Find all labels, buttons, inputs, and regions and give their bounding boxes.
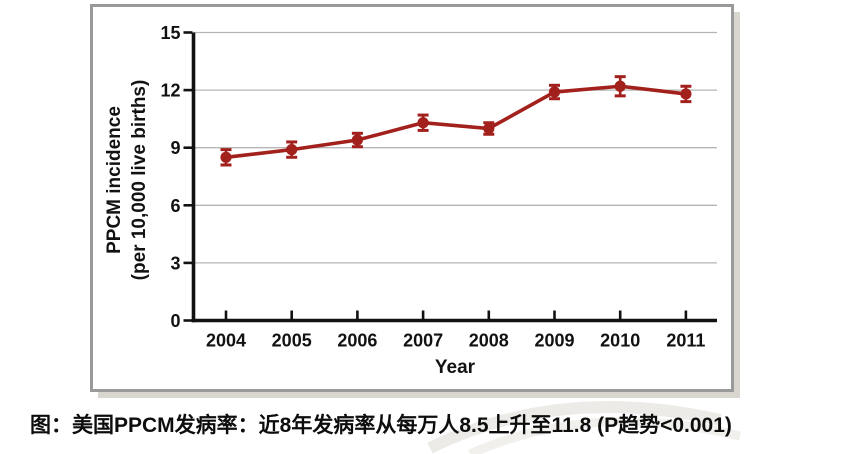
- figure-caption: 图：美国PPCM发病率：近8年发病率从每万人8.5上升至11.8 (P趋势<0.…: [30, 414, 732, 437]
- svg-text:2006: 2006: [337, 331, 377, 351]
- svg-text:2005: 2005: [272, 331, 312, 351]
- svg-text:0: 0: [170, 311, 180, 331]
- svg-text:2011: 2011: [666, 331, 705, 351]
- gridlines: [193, 31, 717, 264]
- svg-text:12: 12: [160, 81, 180, 101]
- svg-text:3: 3: [170, 253, 180, 273]
- chart-panel: 0 3 6 9 12 15 2004 2005 2006 2007 2008 2009 2010 2011…: [90, 4, 734, 392]
- svg-text:2009: 2009: [534, 331, 574, 351]
- y-axis-title-line2: (per 10,000 live births): [129, 80, 150, 281]
- x-axis-title: Year: [435, 357, 476, 378]
- svg-text:9: 9: [170, 138, 180, 158]
- svg-text:2007: 2007: [403, 331, 443, 351]
- ppcm-incidence-chart: 0 3 6 9 12 15 2004 2005 2006 2007 2008 2009 2010 2011…: [104, 23, 717, 378]
- svg-text:2008: 2008: [469, 331, 509, 351]
- svg-text:6: 6: [170, 196, 180, 216]
- svg-text:2004: 2004: [206, 331, 246, 351]
- svg-text:2010: 2010: [600, 331, 640, 351]
- ppcm-series: [220, 75, 692, 167]
- axes: 0 3 6 9 12 15 2004 2005 2006 2007 2008 2009 2010 2011: [160, 23, 717, 351]
- y-axis-title-line1: PPCM incidence: [104, 106, 125, 254]
- svg-text:15: 15: [160, 23, 180, 43]
